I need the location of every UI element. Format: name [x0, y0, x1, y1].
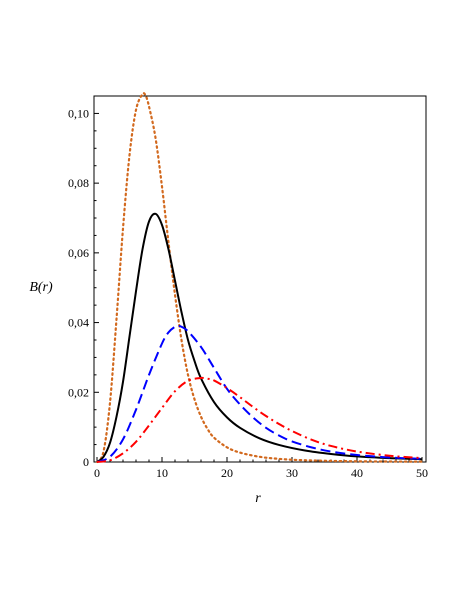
plot-frame — [93, 95, 427, 463]
x-tick-label: 40 — [351, 466, 363, 480]
x-tick-label: 30 — [286, 466, 298, 480]
x-axis-label: r — [255, 491, 261, 506]
series-line-dashed — [96, 325, 423, 463]
x-tick-label: 50 — [416, 466, 428, 480]
x-tick-label: 0 — [94, 466, 100, 480]
y-tick-label: 0,06 — [68, 246, 89, 260]
series-line-dotted — [95, 92, 424, 464]
y-tick-label: 0 — [83, 455, 89, 469]
series-line-dashdot — [96, 376, 423, 463]
y-tick-label: 0,04 — [68, 316, 89, 330]
y-tick-label: 0,02 — [68, 385, 89, 399]
y-axis: 0 0,02 0,04 0,06 0,08 0,10 — [68, 106, 99, 469]
y-axis-label: B(r) — [29, 280, 53, 295]
series-layer — [95, 92, 424, 464]
x-tick-label: 10 — [156, 466, 168, 480]
x-axis: 0 10 20 30 40 50 — [94, 457, 428, 480]
x-tick-label: 20 — [221, 466, 233, 480]
series-line-solid — [96, 212, 423, 463]
y-tick-label: 0,08 — [68, 176, 89, 190]
y-tick-label: 0,10 — [68, 106, 89, 120]
